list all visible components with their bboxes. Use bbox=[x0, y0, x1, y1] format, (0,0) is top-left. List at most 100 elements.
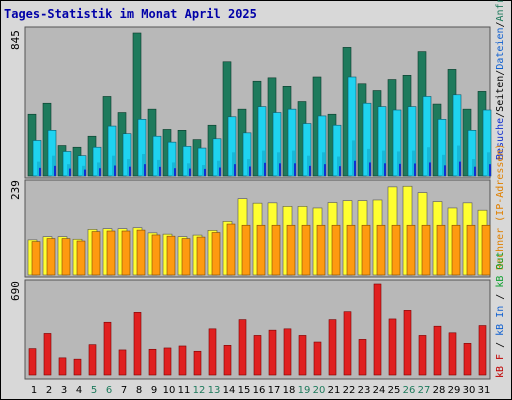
bar-seiten bbox=[352, 140, 355, 176]
bar-kb-f bbox=[463, 343, 472, 376]
x-tick-label: 31 bbox=[478, 385, 491, 396]
bar-kb-f bbox=[223, 345, 232, 376]
bar-seiten bbox=[127, 159, 130, 176]
bar-kb-f bbox=[193, 350, 202, 376]
x-tick-label: 11 bbox=[178, 385, 191, 396]
bar-besuche bbox=[354, 160, 356, 176]
bar-besuche bbox=[444, 165, 446, 176]
bar-rechner-inner bbox=[226, 223, 236, 276]
legend-bottom: kB F / kB In / kB Out bbox=[495, 252, 506, 378]
bar-kb-f bbox=[28, 348, 37, 376]
bar-seiten bbox=[112, 155, 115, 176]
chart-title: Tages-Statistik im Monat April 2025 bbox=[4, 7, 257, 21]
bar-besuche bbox=[459, 161, 461, 176]
bar-seiten bbox=[217, 160, 220, 176]
bar-kb-f bbox=[238, 319, 247, 376]
bar-kb-f bbox=[118, 349, 127, 376]
bar-rechner-inner bbox=[166, 235, 176, 276]
bar-rechner-inner bbox=[376, 224, 386, 276]
x-tick-label: 25 bbox=[388, 385, 401, 396]
x-tick-label: 5 bbox=[91, 385, 97, 396]
bar-kb-f bbox=[283, 328, 292, 376]
bar-rechner-inner bbox=[91, 231, 101, 276]
bar-rechner-inner bbox=[151, 234, 161, 276]
bar-rechner-inner bbox=[361, 224, 371, 276]
bar-kb-f bbox=[88, 344, 97, 376]
bar-seiten bbox=[187, 163, 190, 176]
bar-besuche bbox=[69, 168, 71, 176]
x-tick-label: 29 bbox=[448, 385, 461, 396]
bar-besuche bbox=[384, 163, 386, 176]
x-tick-label: 14 bbox=[223, 385, 236, 396]
x-tick-label: 26 bbox=[403, 385, 416, 396]
bar-besuche bbox=[54, 165, 56, 176]
bar-besuche bbox=[144, 164, 146, 176]
bar-rechner-inner bbox=[316, 224, 326, 276]
bar-kb-f bbox=[148, 348, 157, 376]
x-tick-label: 27 bbox=[418, 385, 431, 396]
bar-besuche bbox=[189, 168, 191, 176]
bar-rechner-inner bbox=[271, 224, 281, 276]
bar-kb-f bbox=[343, 311, 352, 376]
bar-seiten bbox=[487, 152, 490, 176]
x-tick-label: 28 bbox=[433, 385, 446, 396]
bar-besuche bbox=[489, 164, 491, 176]
bar-rechner-inner bbox=[31, 241, 41, 276]
bar-kb-f bbox=[268, 329, 277, 376]
bar-kb-f bbox=[298, 335, 307, 376]
bar-kb-f bbox=[253, 335, 262, 376]
bar-seiten bbox=[97, 162, 100, 176]
bar-besuche bbox=[369, 162, 371, 176]
bar-rechner-inner bbox=[241, 224, 251, 276]
bar-rechner-inner bbox=[256, 224, 266, 276]
bar-besuche bbox=[114, 165, 116, 176]
bar-anfragen bbox=[132, 32, 142, 177]
bar-kb-f bbox=[133, 312, 142, 376]
bar-besuche bbox=[99, 168, 101, 176]
bar-rechner-inner bbox=[286, 224, 296, 276]
x-tick-label: 30 bbox=[463, 385, 476, 396]
bar-kb-f bbox=[103, 321, 112, 376]
x-tick-label: 12 bbox=[193, 385, 206, 396]
bar-rechner-inner bbox=[106, 230, 116, 276]
x-tick-label: 2 bbox=[46, 385, 52, 396]
bar-seiten bbox=[412, 150, 415, 176]
y-max-label-bottom: 690 bbox=[9, 281, 22, 301]
bar-besuche bbox=[399, 163, 401, 176]
bar-seiten bbox=[382, 150, 385, 176]
bar-besuche bbox=[219, 167, 221, 176]
bar-seiten bbox=[82, 165, 85, 176]
bar-rechner-inner bbox=[46, 238, 56, 276]
legends: Besuche/Seiten/Dateien/AnfragenRechner (… bbox=[495, 0, 506, 378]
x-tick-label: 13 bbox=[208, 385, 221, 396]
bar-rechner-inner bbox=[136, 229, 146, 276]
bar-seiten bbox=[427, 147, 430, 176]
bar-besuche bbox=[414, 163, 416, 176]
bar-besuche bbox=[339, 166, 341, 176]
bar-kb-f bbox=[418, 335, 427, 376]
x-tick-label: 19 bbox=[298, 385, 311, 396]
x-tick-label: 1 bbox=[31, 385, 37, 396]
bar-kb-f bbox=[328, 319, 337, 376]
bar-seiten bbox=[442, 154, 445, 176]
bar-seiten bbox=[292, 150, 295, 176]
bar-rechner-inner bbox=[76, 240, 86, 276]
bar-besuche bbox=[129, 166, 131, 176]
y-max-label-middle: 239 bbox=[9, 180, 22, 200]
x-tick-label: 7 bbox=[121, 385, 127, 396]
bar-besuche bbox=[159, 166, 161, 176]
bar-seiten bbox=[37, 161, 40, 176]
legend-top: Besuche/Seiten/Dateien/Anfragen bbox=[495, 0, 506, 160]
bar-besuche bbox=[279, 163, 281, 176]
bar-rechner-inner bbox=[481, 224, 491, 276]
bar-kb-f bbox=[478, 325, 487, 376]
bar-besuche bbox=[39, 167, 41, 176]
bar-seiten bbox=[472, 159, 475, 176]
bar-kb-f bbox=[313, 341, 322, 376]
bar-kb-f bbox=[448, 332, 457, 376]
x-tick-label: 10 bbox=[163, 385, 176, 396]
y-max-label-top: 845 bbox=[9, 30, 22, 50]
bar-seiten bbox=[457, 145, 460, 176]
x-tick-label: 23 bbox=[358, 385, 371, 396]
